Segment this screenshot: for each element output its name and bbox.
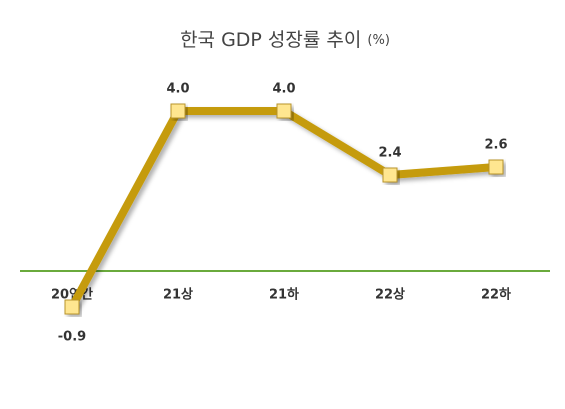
x-tick-label: 22상 [375,288,405,303]
marker [64,299,80,315]
value-label: 2.6 [484,138,507,153]
x-tick-label: 22하 [481,287,511,303]
marker [170,103,186,119]
value-label: 4.0 [166,82,189,97]
value-label: 4.0 [272,82,295,97]
title-unit: (%) [367,33,390,48]
value-label: 2.4 [378,146,401,161]
marker [488,159,504,175]
line [68,107,497,309]
marker [382,167,398,183]
title-text: 한국 GDP 성장률 추이 [180,29,361,51]
x-tick-label: 21상 [163,288,193,303]
value-label: -0.9 [58,330,86,345]
x-tick-label: 21하 [269,287,299,303]
marker [276,103,292,119]
chart-title: 한국 GDP 성장률 추이 (%) [180,29,390,51]
